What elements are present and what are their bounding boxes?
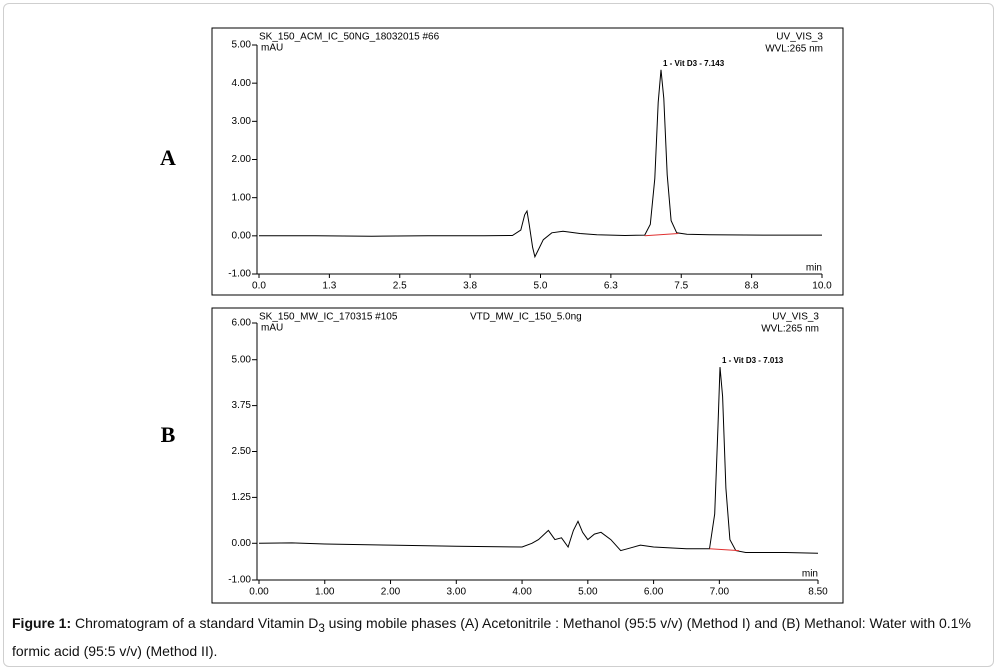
- y-tick-label: 3.00: [232, 116, 252, 127]
- y-tick-label: 1.00: [232, 192, 252, 203]
- x-tick-label: 5.0: [534, 281, 548, 292]
- header-left: SK_150_MW_IC_170315 #105: [259, 312, 398, 323]
- y-tick-label: 0.00: [232, 230, 252, 241]
- header-right: UV_VIS_3: [772, 312, 819, 323]
- chromatogram-line: [258, 367, 819, 554]
- x-tick-label: 1.3: [322, 281, 336, 292]
- x-tick-label: 0.00: [249, 587, 269, 598]
- x-tick-label: 4.00: [512, 587, 532, 598]
- y-unit: mAU: [261, 323, 283, 334]
- header-center: VTD_MW_IC_150_5.0ng: [470, 312, 582, 323]
- peak-annotation: 1 - Vit D3 - 7.143: [663, 59, 725, 68]
- y-tick-label: 2.50: [232, 446, 252, 457]
- y-tick-label: 6.00: [232, 318, 252, 329]
- panel-label: A: [160, 145, 176, 170]
- chart: A-1.000.001.002.003.004.005.000.0 1.3 2.5 3…: [160, 27, 844, 604]
- caption-text: using mobile phases (A) Acetonitrile : M…: [12, 615, 971, 659]
- integration-baseline: [644, 233, 679, 237]
- caption-text: Chromatogram of a standard Vitamin D: [71, 615, 319, 631]
- panel-frame: [211, 307, 844, 604]
- x-tick-label: 3.00: [447, 587, 467, 598]
- caption: Figure 1: Chromatogram of a standard Vit…: [12, 612, 992, 662]
- x-tick-label: 1.00: [315, 587, 335, 598]
- x-label: min: [806, 263, 822, 274]
- caption-subscript: 3: [318, 621, 325, 635]
- x-tick-label: 2.5: [393, 281, 407, 292]
- y-unit: mAU: [261, 43, 283, 54]
- x-tick-label: 0.0: [252, 281, 266, 292]
- header-right: UV_VIS_3: [776, 32, 823, 43]
- x-tick-label: 8.8: [745, 281, 759, 292]
- figure-frame: [3, 3, 994, 667]
- panel-label: B: [161, 422, 176, 447]
- y-tick-label: 2.00: [232, 154, 252, 165]
- x-tick-label: 7.00: [710, 587, 730, 598]
- y-tick-label: 1.25: [232, 492, 252, 503]
- wavelength: WVL:265 nm: [765, 44, 823, 55]
- x-tick-label: 7.5: [674, 281, 688, 292]
- x-tick-label: 10.0: [812, 281, 832, 292]
- x-tick-label: 3.8: [463, 281, 477, 292]
- x-label: min: [802, 569, 818, 580]
- header-left: SK_150_ACM_IC_50NG_18032015 #66: [259, 32, 440, 43]
- y-tick-label: -1.00: [228, 575, 251, 586]
- x-tick-label: 2.00: [381, 587, 401, 598]
- y-tick-label: 5.00: [232, 40, 252, 51]
- wavelength: WVL:265 nm: [761, 324, 819, 335]
- panel-frame: [211, 27, 844, 296]
- y-tick-label: 0.00: [232, 538, 252, 549]
- integration-baseline: [709, 548, 740, 552]
- y-tick-label: -1.00: [228, 269, 251, 280]
- y-tick-label: 3.75: [232, 400, 252, 411]
- y-tick-label: 4.00: [232, 78, 252, 89]
- caption-label: Figure 1:: [12, 615, 72, 631]
- x-tick-label: 6.00: [644, 587, 664, 598]
- x-tick-label: 8.50: [808, 587, 828, 598]
- x-tick-label: 6.3: [604, 281, 618, 292]
- chromatogram-line: [259, 69, 822, 259]
- x-tick-label: 5.00: [578, 587, 598, 598]
- y-tick-label: 5.00: [232, 354, 252, 365]
- peak-annotation: 1 - Vit D3 - 7.013: [722, 356, 784, 365]
